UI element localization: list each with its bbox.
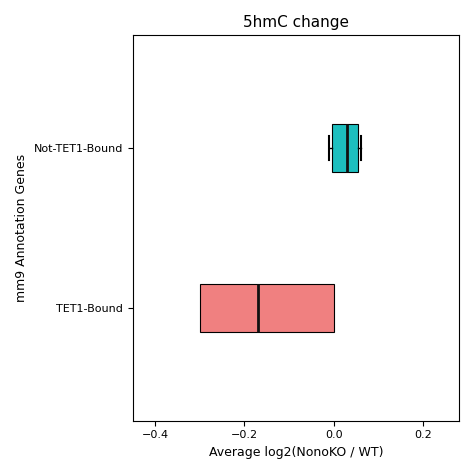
Title: 5hmC change: 5hmC change [243,15,349,30]
FancyBboxPatch shape [332,124,358,172]
X-axis label: Average log2(NonoKO / WT): Average log2(NonoKO / WT) [209,446,383,459]
FancyBboxPatch shape [200,284,334,332]
Y-axis label: mm9 Annotation Genes: mm9 Annotation Genes [15,154,28,302]
